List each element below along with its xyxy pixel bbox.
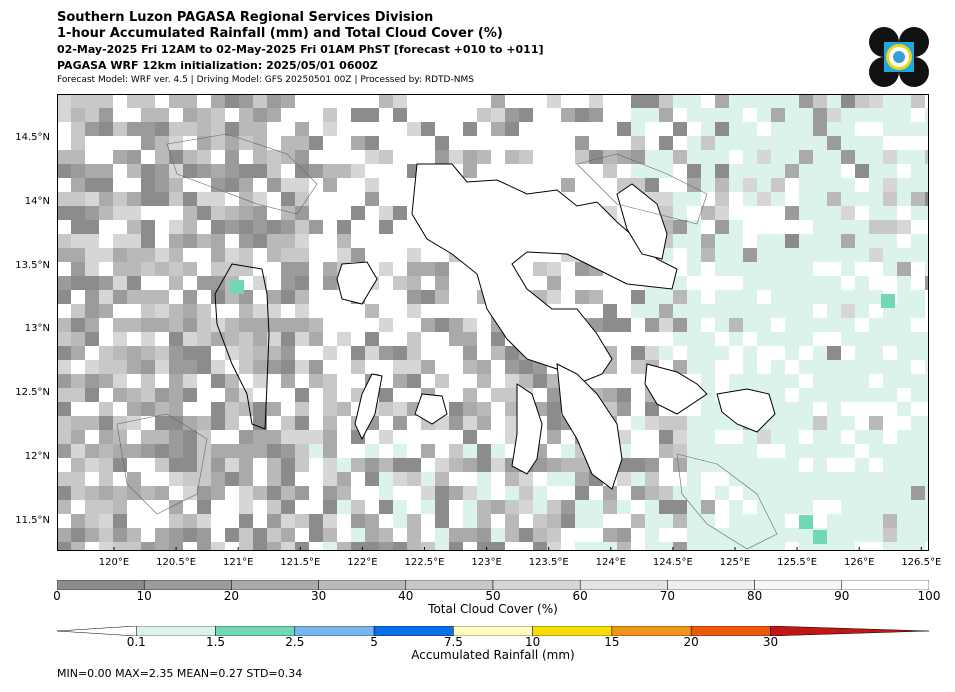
longitude-tick-label: 122.5°E: [404, 557, 445, 568]
longitude-tick-label: 122°E: [347, 557, 378, 568]
cloud-cover-swatch: [492, 580, 581, 590]
rainfall-max-extend: [770, 626, 929, 636]
latitude-tick-label: 11.5°N: [15, 514, 50, 526]
rainfall-statistics: MIN=0.00 MAX=2.35 MEAN=0.27 STD=0.34: [57, 667, 303, 680]
cloud-cover-tick-label: 0: [53, 589, 61, 603]
rainfall-swatch: [453, 626, 533, 636]
rainfall-swatch: [373, 626, 454, 636]
latitude-tick-label: 12°N: [24, 451, 50, 462]
cloud-cover-swatch: [405, 580, 494, 590]
longitude-tick-label: 126.5°E: [901, 557, 942, 568]
latitude-tick-label: 13.5°N: [15, 259, 50, 271]
rain-cell: [799, 515, 813, 529]
coastlines: [116, 133, 778, 550]
rainfall-tick-label: 1.5: [205, 635, 226, 649]
latitude-tick-label: 14°N: [24, 195, 50, 207]
rainfall-tick-label: 7.5: [443, 635, 463, 649]
rainfall-tick-label: 15: [604, 635, 620, 649]
longitude-tick-label: 126°E: [843, 557, 875, 568]
cloud-cover-tick-label: 20: [223, 589, 240, 603]
rainfall-colorbar: [57, 626, 929, 636]
island-coastline: [414, 393, 448, 425]
island-coastline: [214, 263, 270, 430]
rainfall-cloud-map: [57, 94, 929, 551]
cloud-cover-colorbar: [57, 580, 929, 590]
rainfall-tick-label: 30: [762, 635, 779, 649]
rainfall-swatch: [611, 626, 692, 636]
latitude-tick-label: 13°N: [24, 323, 50, 335]
cloud-cover-tick-label: 70: [659, 589, 676, 603]
pagasa-logo: [869, 27, 929, 87]
cloud-cover-swatch: [231, 580, 319, 590]
rain-cell: [813, 530, 827, 544]
cloud-cover-tick-label: 50: [485, 589, 501, 603]
rainfall-min-extend: [57, 626, 137, 636]
longitude-tick-label: 125°E: [719, 557, 751, 568]
rainfall-tick-label: 2.5: [285, 635, 305, 649]
region-outline: [576, 153, 708, 225]
region-outline: [166, 133, 318, 215]
latitude-tick-label: 12.5°N: [15, 387, 50, 399]
island-coastline: [616, 183, 668, 260]
longitude-tick-label: 120.5°E: [156, 557, 197, 568]
title-valid-time: 02-May-2025 Fri 12AM to 02-May-2025 Fri …: [57, 43, 544, 56]
island-coastline: [716, 388, 776, 433]
region-outline: [676, 453, 778, 550]
cloud-cover-tick-label: 100: [917, 589, 941, 603]
longitude-tick-label: 120°E: [98, 557, 130, 568]
cloud-cover-swatch: [57, 580, 145, 590]
cloud-cover-swatch: [143, 580, 232, 590]
cloud-cover-swatch: [841, 580, 929, 590]
title-region: Southern Luzon PAGASA Regional Services …: [57, 10, 434, 25]
cloud-cover-tick-label: 10: [136, 589, 152, 603]
rainfall-swatch: [690, 626, 771, 636]
cloud-grid: [57, 94, 929, 551]
map-frame: [57, 94, 929, 551]
cloud-cover-tick-label: 60: [572, 589, 588, 603]
longitude-tick-label: 121.5°E: [280, 557, 321, 568]
rainfall-bar-title: Accumulated Rainfall (mm): [411, 648, 575, 662]
title-product: 1-hour Accumulated Rainfall (mm) and Tot…: [57, 26, 503, 41]
longitude-tick-label: 124.5°E: [652, 557, 693, 568]
island-coastline: [511, 383, 543, 475]
cloud-cover-swatch: [667, 580, 755, 590]
longitude-tick-label: 121°E: [222, 557, 254, 568]
cloud-cover-swatch: [318, 580, 407, 590]
title-initialization: PAGASA WRF 12km initialization: 2025/05/…: [57, 59, 378, 72]
title-model-info: Forecast Model: WRF ver. 4.5 | Driving M…: [57, 75, 474, 85]
rainfall-tick-label: 5: [370, 635, 378, 649]
rain-cell: [881, 294, 895, 308]
rainfall-tick-label: 0.1: [126, 635, 146, 649]
cloud-cover-bar-title: Total Cloud Cover (%): [428, 602, 558, 616]
cloud-cover-tick-label: 30: [310, 589, 327, 603]
rainfall-swatch: [532, 626, 613, 636]
rainfall-swatch: [215, 626, 296, 636]
cloud-cover-tick-label: 80: [746, 589, 763, 603]
cloud-cover-swatch: [579, 580, 668, 590]
rainfall-swatch: [294, 626, 375, 636]
island-coastline: [556, 363, 623, 490]
cloud-cover-tick-label: 90: [834, 589, 850, 603]
rain-cell: [230, 280, 244, 294]
longitude-tick-label: 124°E: [595, 557, 626, 568]
longitude-tick-label: 123.5°E: [528, 557, 569, 568]
rainfall-tick-label: 10: [524, 635, 541, 649]
island-coastline: [336, 261, 378, 305]
island-coastline: [354, 373, 383, 441]
longitude-tick-label: 123°E: [471, 557, 502, 568]
island-coastline: [644, 363, 708, 415]
latitude-tick-label: 14.5°N: [15, 132, 50, 143]
rainfall-swatch: [136, 626, 216, 636]
cloud-cover-swatch: [754, 580, 843, 590]
cloud-cover-tick-label: 40: [398, 589, 414, 603]
island-coastline: [411, 163, 678, 385]
region-outline: [116, 413, 208, 515]
rainfall-tick-label: 20: [683, 635, 699, 649]
longitude-tick-label: 125.5°E: [777, 557, 818, 568]
